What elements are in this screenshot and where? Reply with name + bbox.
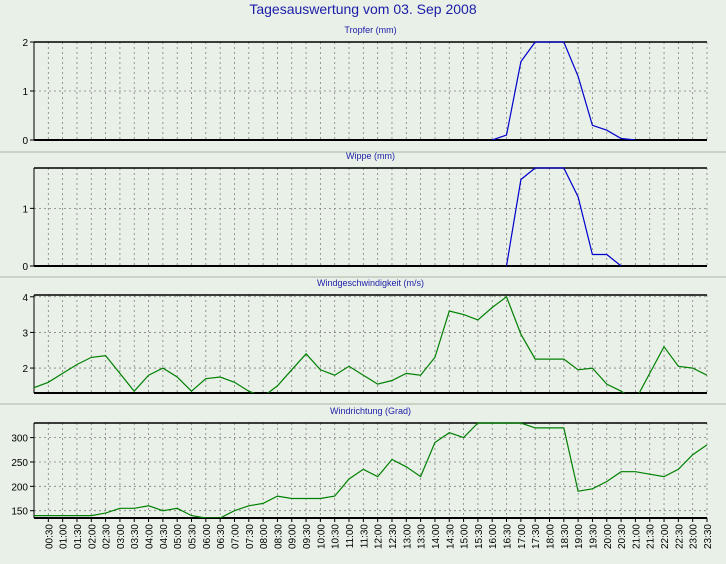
- x-tick-label: 16:00: [488, 524, 499, 549]
- x-tick-label: 05:30: [188, 524, 199, 549]
- y-tick-label: 0: [22, 262, 28, 273]
- x-tick-label: 15:00: [460, 524, 471, 549]
- x-tick-label: 08:30: [273, 524, 284, 549]
- x-tick-label: 03:30: [130, 524, 141, 549]
- x-tick-label: 04:00: [145, 524, 156, 549]
- y-tick-label: 2: [22, 38, 28, 49]
- x-tick-label: 10:30: [331, 524, 342, 549]
- x-tick-label: 04:30: [159, 524, 170, 549]
- x-tick-label: 15:30: [474, 524, 485, 549]
- y-tick-label: 1: [22, 204, 28, 215]
- x-axis: 00:30 01:00 01:30 02:00 02:30 03:00 03:30 04:00…: [44, 518, 714, 549]
- x-tick-label: 11:30: [359, 524, 370, 549]
- x-tick-label: 16:30: [503, 524, 514, 549]
- x-tick-label: 14:30: [445, 524, 456, 549]
- y-tick-label: 300: [11, 434, 28, 445]
- y-tick-label: 250: [11, 458, 28, 469]
- series-line: [505, 167, 622, 266]
- x-tick-label: 23:30: [703, 524, 714, 549]
- series-line: [492, 41, 636, 140]
- x-tick-label: 09:30: [302, 524, 313, 549]
- x-tick-label: 21:00: [631, 524, 642, 549]
- x-tick-label: 20:00: [603, 524, 614, 549]
- x-tick-label: 19:30: [588, 524, 599, 549]
- chart-panel-3: Windgeschwindigkeit (m/s) 2 3 4: [0, 278, 726, 405]
- x-tick-label: 02:30: [102, 524, 113, 549]
- x-tick-label: 13:30: [417, 524, 428, 549]
- x-tick-label: 02:00: [87, 524, 98, 549]
- page-title: Tagesauswertung vom 03. Sep 2008: [249, 1, 477, 17]
- x-tick-label: 18:30: [560, 524, 571, 549]
- x-tick-label: 10:00: [316, 524, 327, 549]
- y-tick-label: 150: [11, 507, 28, 518]
- x-tick-label: 12:30: [388, 524, 399, 549]
- x-tick-label: 22:00: [660, 524, 671, 549]
- x-tick-label: 01:00: [59, 524, 70, 549]
- x-tick-label: 08:00: [259, 524, 270, 549]
- chart-title: Tropfer (mm): [344, 25, 396, 35]
- x-tick-label: 17:00: [517, 524, 528, 549]
- x-tick-label: 01:30: [73, 524, 84, 549]
- x-tick-label: 20:30: [617, 524, 628, 549]
- chart-panel-1: Tropfer (mm) 0 1 2: [0, 25, 726, 153]
- x-tick-label: 14:00: [431, 524, 442, 549]
- y-tick-label: 2: [22, 364, 28, 375]
- x-tick-label: 09:00: [288, 524, 299, 549]
- chart-title: Windrichtung (Grad): [330, 406, 411, 416]
- x-tick-label: 03:00: [116, 524, 127, 549]
- x-tick-label: 07:30: [245, 524, 256, 549]
- x-tick-label: 22:30: [674, 524, 685, 549]
- y-tick-label: 1: [22, 87, 28, 98]
- chart-panel-4: Windrichtung (Grad) 150 200 250 300: [11, 406, 708, 519]
- x-tick-label: 13:00: [402, 524, 413, 549]
- x-tick-label: 17:30: [531, 524, 542, 549]
- x-tick-label: 11:00: [345, 524, 356, 549]
- x-tick-label: 19:00: [574, 524, 585, 549]
- chart-title: Windgeschwindigkeit (m/s): [317, 278, 424, 288]
- x-tick-label: 05:00: [173, 524, 184, 549]
- series-line: [34, 422, 707, 518]
- x-tick-label: 21:30: [646, 524, 657, 549]
- x-tick-label: 23:00: [689, 524, 700, 549]
- y-tick-label: 3: [22, 328, 28, 339]
- x-tick-label: 00:30: [44, 524, 55, 549]
- y-tick-label: 4: [22, 293, 28, 304]
- x-tick-label: 07:00: [230, 524, 241, 549]
- y-tick-label: 0: [22, 136, 28, 147]
- series-line: [34, 295, 707, 393]
- x-tick-label: 12:00: [374, 524, 385, 549]
- chart-panel-2: Wippe (mm) 0 1: [0, 151, 726, 278]
- chart-title: Wippe (mm): [346, 151, 395, 161]
- x-tick-label: 18:00: [545, 524, 556, 549]
- x-tick-label: 06:30: [216, 524, 227, 549]
- y-tick-label: 200: [11, 482, 28, 493]
- x-tick-label: 06:00: [202, 524, 213, 549]
